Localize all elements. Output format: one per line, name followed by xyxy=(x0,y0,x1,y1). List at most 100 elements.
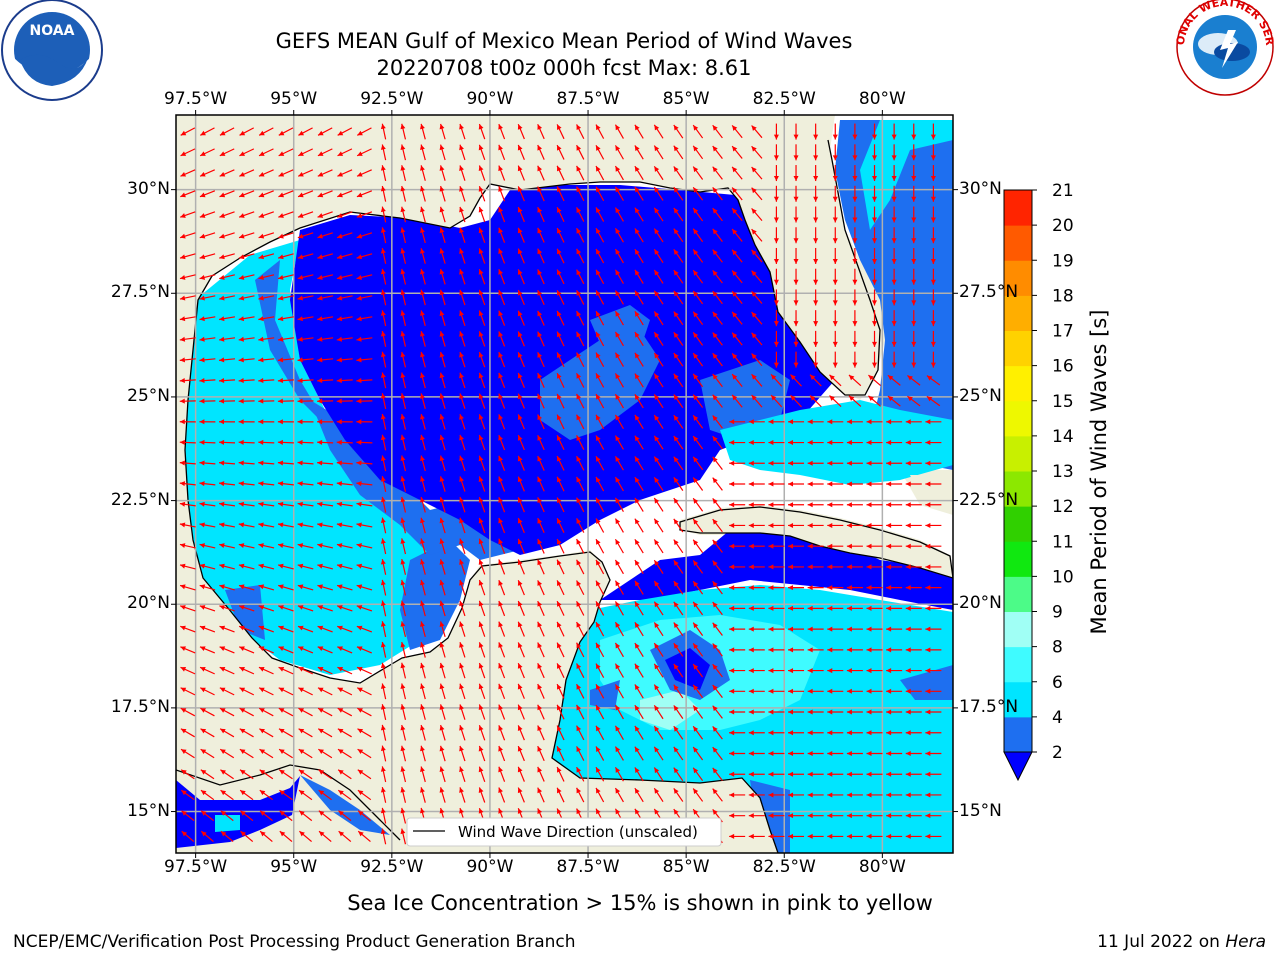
wave-arrow-730 xyxy=(729,502,746,508)
wave-arrow-561 xyxy=(478,414,486,430)
wave-arrow-13 xyxy=(439,123,446,140)
wave-arrow-941 xyxy=(278,625,294,633)
wave-arrow-988 xyxy=(439,641,446,658)
wave-arrow-72 xyxy=(832,144,838,161)
wave-arrow-311 xyxy=(930,268,936,285)
wave-arrow-129 xyxy=(420,185,426,202)
wave-arrow-865 xyxy=(317,584,333,591)
wave-arrow-688 xyxy=(673,477,684,491)
wave-arrow-506 xyxy=(926,375,941,386)
wave-arrow-156 xyxy=(180,211,196,218)
wave-arrow-177 xyxy=(595,207,605,222)
wave-arrow-466 xyxy=(911,351,917,368)
wave-arrow-242 xyxy=(336,253,353,260)
wave-arrow-350 xyxy=(930,289,936,306)
wave-arrow-662 xyxy=(925,460,942,466)
wave-arrow-1242 xyxy=(827,771,844,777)
wave-arrow-472 xyxy=(258,378,275,384)
wave-arrow-952 xyxy=(498,621,506,637)
wave-arrow-576 xyxy=(768,419,785,425)
wave-arrow-123 xyxy=(297,190,314,198)
wave-arrow-738 xyxy=(886,502,903,508)
wave-arrow-22 xyxy=(614,124,624,139)
wave-arrow-993 xyxy=(537,642,545,658)
wave-arrow-994 xyxy=(556,642,565,658)
wave-arrow-1192 xyxy=(614,746,624,761)
wave-arrow-860 xyxy=(219,584,235,591)
wave-arrow-1284 xyxy=(886,792,903,798)
wave-arrow-564 xyxy=(537,414,545,430)
wave-arrow-433 xyxy=(258,357,275,363)
wave-arrow-1357 xyxy=(788,833,805,839)
wave-arrow-1054 xyxy=(199,687,215,696)
wave-arrow-149 xyxy=(813,185,819,202)
legend-label: Wind Wave Direction (unscaled) xyxy=(458,823,698,841)
wave-arrow-1092 xyxy=(180,707,196,717)
wave-arrow-464 xyxy=(872,351,878,368)
wave-arrow-1210 xyxy=(200,769,215,780)
wave-arrow-989 xyxy=(459,642,466,658)
wave-arrow-1130 xyxy=(925,709,942,715)
wave-arrow-164 xyxy=(337,211,353,218)
wave-arrow-404 xyxy=(459,331,466,347)
wave-arrow-1275 xyxy=(712,788,723,802)
wave-arrow-960 xyxy=(653,622,664,637)
wave-arrow-608 xyxy=(634,435,644,450)
wave-arrow-873 xyxy=(478,579,486,596)
wave-arrow-254 xyxy=(576,248,585,264)
wave-arrow-411 xyxy=(595,331,605,347)
wave-arrow-918 xyxy=(595,601,605,616)
wave-arrow-1202 xyxy=(807,750,824,756)
wave-arrow-215 xyxy=(576,227,585,243)
wave-arrow-1149 xyxy=(537,725,545,741)
wave-arrow-1043 xyxy=(748,668,765,674)
wave-arrow-848 xyxy=(748,564,765,570)
wave-arrow-1177 xyxy=(318,748,333,759)
lon-label-top-1: 95°W xyxy=(270,89,318,109)
wave-arrow-812 xyxy=(807,543,824,549)
wave-arrow-1051 xyxy=(905,668,922,674)
wave-arrow-296 xyxy=(634,269,644,284)
wave-arrow-1239 xyxy=(768,771,785,777)
wave-arrow-810 xyxy=(768,543,785,549)
wave-arrow-833 xyxy=(459,559,466,575)
wave-arrow-370 xyxy=(556,310,565,326)
wave-arrow-117 xyxy=(180,190,196,198)
wave-arrow-905 xyxy=(336,605,353,612)
wave-arrow-277 xyxy=(258,274,275,280)
wave-arrow-1056 xyxy=(239,687,255,696)
wave-arrow-901 xyxy=(258,605,275,612)
wave-arrow-56 xyxy=(517,144,525,160)
colorbar-tick-label-8: 13 xyxy=(1052,462,1074,482)
wave-arrow-3 xyxy=(239,127,255,136)
wave-arrow-1283 xyxy=(866,792,883,798)
wave-arrow-21 xyxy=(595,124,605,139)
wave-arrow-288 xyxy=(478,268,486,285)
wave-arrow-1060 xyxy=(317,687,333,696)
wave-arrow-953 xyxy=(517,621,525,637)
wave-arrow-1268 xyxy=(576,787,585,803)
wave-arrow-562 xyxy=(498,414,506,430)
wave-arrow-428 xyxy=(930,330,936,347)
wave-arrow-484 xyxy=(498,372,506,389)
wave-arrow-1033 xyxy=(556,663,565,679)
wave-arrow-891 xyxy=(827,585,844,591)
wave-arrow-1321 xyxy=(846,813,863,819)
lat-label-right-4: 20°N xyxy=(959,593,1002,614)
wave-arrow-1126 xyxy=(846,709,863,715)
wave-arrow-90 xyxy=(420,165,426,181)
wave-arrow-736 xyxy=(846,502,863,508)
wave-arrow-93 xyxy=(478,165,486,181)
wave-arrow-1329 xyxy=(240,830,254,843)
wave-arrow-369 xyxy=(537,310,545,326)
wave-arrow-470 xyxy=(218,378,236,384)
wave-arrow-828 xyxy=(356,563,373,570)
wave-arrow-1165 xyxy=(846,730,863,736)
wave-arrow-81 xyxy=(239,169,255,177)
wave-arrow-510 xyxy=(238,398,255,404)
wave-arrow-1093 xyxy=(200,707,215,717)
wind-wave-arrows xyxy=(179,123,942,845)
wave-arrow-1048 xyxy=(846,668,863,674)
wave-arrow-849 xyxy=(768,564,785,570)
